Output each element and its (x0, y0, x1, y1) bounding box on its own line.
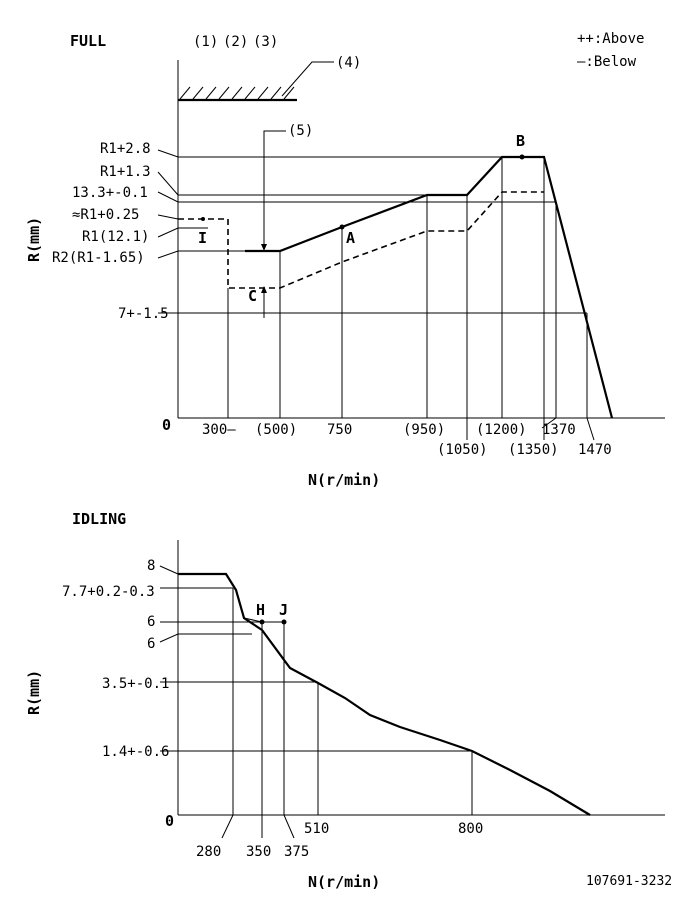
point-c-arrowhead (261, 286, 267, 293)
full-x-label-1200: (1200) (476, 422, 527, 438)
idling-y-label-6b: 6 (147, 636, 155, 652)
full-tick-1370 (541, 417, 557, 429)
idling-y-label-6a: 6 (147, 614, 155, 630)
idling-tick-280 (221, 814, 234, 839)
full-y-label-13-3: 13.3+-0.1 (72, 185, 148, 201)
idling-leader-6b (159, 633, 252, 643)
full-leader-r1-1-3 (157, 171, 427, 196)
idling-x-label-280: 280 (196, 844, 221, 860)
full-solid-curve (245, 155, 614, 419)
callout-5-arrowhead (261, 244, 267, 251)
full-x-axis-label: N(r/min) (308, 471, 380, 489)
legend-below: —:Below (577, 54, 637, 70)
full-y-label-7-1-5: 7+-1.5 (118, 306, 169, 322)
point-h-dot (259, 619, 265, 625)
point-i-label: I (198, 229, 207, 247)
full-leader-r2 (157, 250, 245, 259)
marker-1: (1) (193, 34, 218, 50)
full-x-label-1050: (1050) (437, 442, 488, 458)
point-h-label: H (256, 601, 265, 619)
footer-code: 107691-3232 (586, 874, 672, 889)
idling-y-axis-label: R(mm) (25, 670, 43, 715)
idling-y-label-8: 8 (147, 558, 155, 574)
idling-x-label-375: 375 (284, 844, 309, 860)
full-x-label-950: (950) (403, 422, 445, 438)
full-x-label-1470: 1470 (578, 442, 612, 458)
idling-title: IDLING (72, 510, 126, 528)
marker-2: (2) (223, 34, 248, 50)
callout-4: (4) (336, 55, 361, 71)
full-leader-13-3 (157, 191, 556, 203)
idling-x-label-800: 800 (458, 821, 483, 837)
point-j-dot (281, 619, 287, 625)
full-x-label-750: 750 (327, 422, 352, 438)
idling-leader-8 (159, 565, 179, 575)
callout-4-leader (281, 61, 334, 97)
point-b-dot (519, 154, 525, 160)
idling-tick-375 (283, 814, 295, 839)
point-j-label: J (279, 601, 288, 619)
legend-above: ++:Above (577, 31, 644, 47)
idling-curve (178, 572, 591, 816)
callout-5: (5) (288, 123, 313, 139)
idling-x-label-350: 350 (246, 844, 271, 860)
full-x-label-1370: 1370 (542, 422, 576, 438)
full-dashed-curve (178, 191, 544, 289)
callout-5-leader (263, 130, 286, 246)
point-a-dot (339, 224, 345, 230)
full-x-label-300: 300— (202, 422, 236, 438)
idling-drop-lines (232, 588, 473, 815)
full-leader-r1-0-25 (157, 214, 179, 220)
point-a-label: A (346, 229, 355, 247)
full-tick-1470 (586, 417, 595, 441)
idling-x-label-510: 510 (304, 821, 329, 837)
point-b-label: B (516, 132, 525, 150)
full-leader-r1-12-1 (157, 227, 208, 238)
full-y-label-r1-2-8: R1+2.8 (100, 141, 151, 157)
full-y-label-r2: R2(R1-1.65) (52, 250, 145, 266)
stopper-hatch (178, 86, 297, 102)
point-c-label: C (248, 287, 257, 305)
idling-zero-label: 0 (165, 812, 174, 830)
full-x-label-500: (500) (255, 422, 297, 438)
point-i-dot (201, 217, 205, 221)
full-y-label-r1-1-3: R1+1.3 (100, 164, 151, 180)
full-title: FULL (70, 32, 106, 50)
marker-3: (3) (253, 34, 278, 50)
idling-y-label-1-4: 1.4+-0.6 (102, 744, 169, 760)
full-zero-label: 0 (162, 416, 171, 434)
full-y-label-r1-12-1: R1(12.1) (82, 229, 149, 245)
idling-y-label-3-5: 3.5+-0.1 (102, 676, 169, 692)
full-drop-lines (227, 157, 588, 418)
idling-x-axis-label: N(r/min) (308, 873, 380, 891)
full-y-label-r1-0-25: ≈R1+0.25 (72, 207, 139, 223)
full-x-label-1350: (1350) (508, 442, 559, 458)
idling-y-label-7-7: 7.7+0.2-0.3 (62, 584, 155, 600)
full-y-axis-label: R(mm) (25, 217, 43, 262)
full-leader-r1-2-8 (157, 149, 502, 158)
